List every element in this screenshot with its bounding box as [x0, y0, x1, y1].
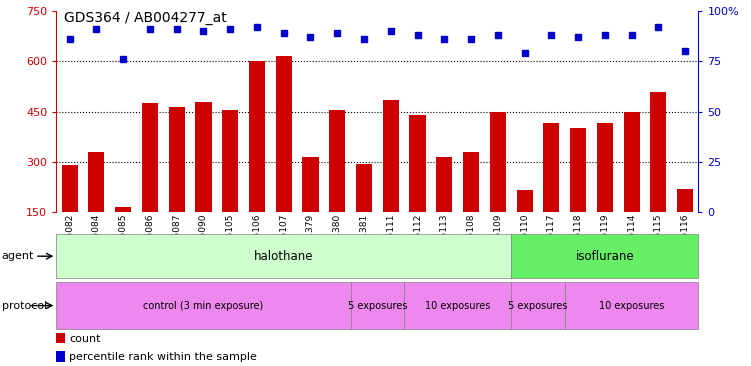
Text: control (3 min exposure): control (3 min exposure): [143, 300, 264, 311]
Text: 10 exposures: 10 exposures: [599, 300, 664, 311]
Bar: [565, 282, 698, 329]
Bar: [570, 128, 586, 263]
Text: halothane: halothane: [254, 250, 313, 263]
Bar: [56, 234, 511, 278]
Bar: [303, 157, 318, 263]
Bar: [597, 123, 613, 263]
Bar: [62, 165, 78, 263]
Bar: [115, 207, 131, 263]
Bar: [511, 282, 565, 329]
Bar: [351, 282, 404, 329]
Text: 5 exposures: 5 exposures: [348, 300, 407, 311]
Text: 5 exposures: 5 exposures: [508, 300, 568, 311]
Text: percentile rank within the sample: percentile rank within the sample: [70, 352, 258, 362]
Bar: [356, 164, 372, 263]
Bar: [677, 189, 693, 263]
Bar: [463, 152, 479, 263]
Bar: [329, 110, 345, 263]
Bar: [142, 103, 158, 263]
Bar: [56, 351, 65, 362]
Text: GDS364 / AB004277_at: GDS364 / AB004277_at: [64, 11, 227, 25]
Text: agent: agent: [2, 251, 34, 261]
Bar: [543, 123, 559, 263]
Bar: [436, 157, 452, 263]
Text: isoflurane: isoflurane: [575, 250, 634, 263]
Bar: [195, 101, 212, 263]
Bar: [517, 190, 532, 263]
Bar: [276, 56, 292, 263]
Bar: [511, 234, 698, 278]
Bar: [222, 110, 238, 263]
Text: protocol: protocol: [2, 300, 47, 311]
Bar: [249, 61, 265, 263]
Bar: [383, 100, 399, 263]
Bar: [56, 333, 65, 343]
Bar: [490, 112, 506, 263]
Bar: [650, 92, 666, 263]
Bar: [404, 282, 511, 329]
Bar: [409, 115, 426, 263]
Bar: [169, 107, 185, 263]
Bar: [89, 152, 104, 263]
Bar: [56, 282, 351, 329]
Text: 10 exposures: 10 exposures: [425, 300, 490, 311]
Text: count: count: [70, 333, 101, 344]
Bar: [623, 112, 640, 263]
